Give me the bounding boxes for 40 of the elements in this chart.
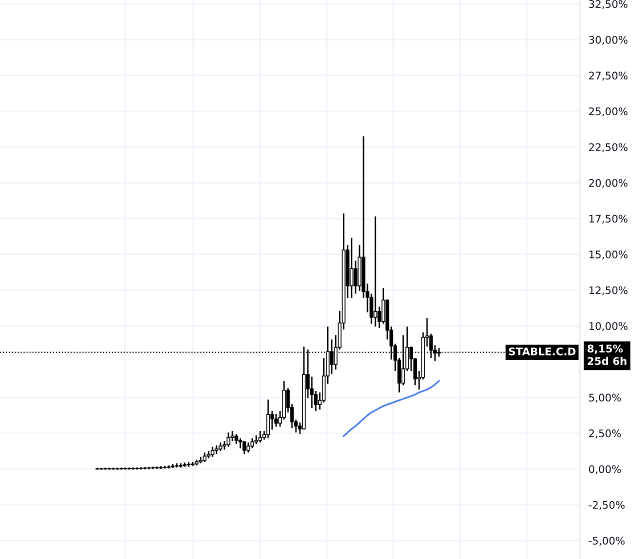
y-tick-label: 32,50% bbox=[589, 0, 628, 10]
candlestick bbox=[274, 414, 278, 427]
y-tick-label: 22,50% bbox=[589, 143, 628, 152]
candlestick bbox=[167, 465, 171, 468]
y-tick-label: 20,00% bbox=[589, 178, 628, 188]
line-series bbox=[342, 380, 440, 437]
candlestick bbox=[174, 463, 179, 468]
y-tick-label: 2,50% bbox=[589, 429, 621, 438]
candlestick bbox=[182, 462, 187, 467]
candlestick bbox=[242, 441, 246, 454]
candlestick bbox=[139, 467, 143, 470]
candlestick bbox=[206, 451, 210, 458]
y-tick-label: 12,50% bbox=[589, 286, 628, 296]
candlestick bbox=[266, 400, 270, 438]
candlestick bbox=[254, 435, 258, 444]
y-tick-label: 17,50% bbox=[589, 214, 628, 224]
text: 8,15% bbox=[588, 344, 623, 354]
candlestick bbox=[374, 216, 378, 327]
candlestick bbox=[178, 463, 183, 468]
candlestick bbox=[258, 431, 262, 442]
ref-line-label: STABLE.C.D bbox=[508, 347, 576, 356]
y-tick-label: 0,00% bbox=[589, 465, 621, 474]
y-tick-label: 25,00% bbox=[589, 107, 628, 116]
y-tick-label: 15,00% bbox=[589, 250, 628, 260]
y-tick-label: 30,00% bbox=[589, 36, 628, 45]
y-tick-label: 5,00% bbox=[589, 394, 621, 403]
y-tick-label: -5,00% bbox=[588, 536, 625, 546]
y-tick-label: 10,00% bbox=[589, 322, 628, 332]
y-tick-label: 27,50% bbox=[589, 72, 628, 81]
y-tick-label: -2,50% bbox=[588, 500, 625, 510]
candlestick bbox=[350, 238, 354, 298]
candlestick bbox=[151, 466, 155, 470]
candlestick bbox=[190, 462, 194, 466]
candlestick bbox=[131, 467, 135, 470]
candlestick bbox=[226, 432, 230, 447]
candlestick bbox=[354, 260, 358, 294]
text: 25d 6h bbox=[588, 356, 626, 365]
candlestick bbox=[186, 462, 191, 467]
candlestick bbox=[159, 466, 163, 469]
candlestick bbox=[163, 466, 167, 469]
